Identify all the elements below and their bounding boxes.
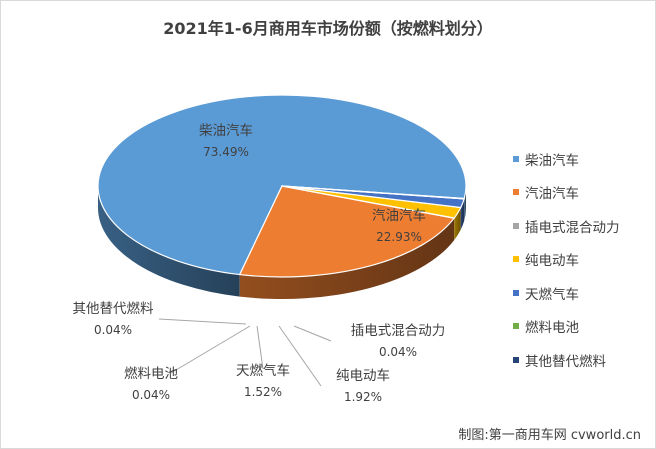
legend-label-3: 纯电动车 <box>525 253 579 270</box>
slice-name-label-6: 其他替代燃料 <box>73 300 154 317</box>
legend-item-0: 柴油汽车 <box>513 142 653 176</box>
legend-swatch-2 <box>513 222 519 229</box>
source-credit: 制图:第一商用车网 cvworld.cn <box>458 428 641 443</box>
legend-label-1: 汽油汽车 <box>525 186 579 203</box>
leader-line-4 <box>256 325 264 370</box>
legend-swatch-4 <box>513 289 519 296</box>
slice-value-label-1: 22.93% <box>376 230 422 244</box>
legend-item-3: 纯电动车 <box>513 243 653 277</box>
slice-name-label-5: 燃料电池 <box>124 365 178 382</box>
pie-side-1 <box>239 218 455 299</box>
leader-line-2 <box>293 325 332 342</box>
slice-value-label-5: 0.04% <box>132 388 170 402</box>
pie-slice-0 <box>97 94 467 276</box>
legend-label-4: 天燃气车 <box>525 286 579 303</box>
slice-value-label-4: 1.52% <box>244 385 282 399</box>
leader-line-5 <box>170 325 251 374</box>
slice-value-label-2: 0.04% <box>379 345 417 359</box>
legend-item-1: 汽油汽车 <box>513 176 653 210</box>
legend-label-5: 燃料电池 <box>525 320 579 337</box>
slice-name-label-1: 汽油汽车 <box>372 207 426 224</box>
slice-name-label-0: 柴油汽车 <box>199 122 253 139</box>
legend-item-6: 其他替代燃料 <box>513 343 653 377</box>
slice-value-label-3: 1.92% <box>344 390 382 404</box>
slice-value-label-6: 0.04% <box>94 323 132 337</box>
chart-title: 2021年1-6月商用车市场份额（按燃料划分） <box>163 19 493 38</box>
legend-label-0: 柴油汽车 <box>525 152 579 169</box>
legend-item-2: 插电式混合动力 <box>513 209 653 243</box>
legend-item-5: 燃料电池 <box>513 310 653 344</box>
slice-name-label-4: 天燃气车 <box>236 362 290 379</box>
legend: 柴油汽车汽油汽车插电式混合动力 纯电动车天燃气车燃料电池其他替代燃料 <box>513 142 653 377</box>
legend-swatch-0 <box>513 155 519 162</box>
pie-side-3 <box>454 207 461 240</box>
slice-name-label-3: 纯电动车 <box>336 367 390 384</box>
legend-item-4: 天燃气车 <box>513 276 653 310</box>
legend-swatch-3 <box>513 256 519 263</box>
legend-swatch-1 <box>513 189 519 196</box>
legend-swatch-5 <box>513 323 519 330</box>
leader-line-3 <box>278 325 322 387</box>
legend-swatch-6 <box>513 356 519 363</box>
legend-label-2: 插电式混合动力 <box>525 219 620 236</box>
leader-line-6 <box>158 318 247 325</box>
slice-value-label-0: 73.49% <box>203 145 249 159</box>
pie-slice-6 <box>281 185 465 200</box>
slice-name-label-2: 插电式混合动力 <box>351 323 446 339</box>
legend-label-6: 其他替代燃料 <box>525 353 606 370</box>
